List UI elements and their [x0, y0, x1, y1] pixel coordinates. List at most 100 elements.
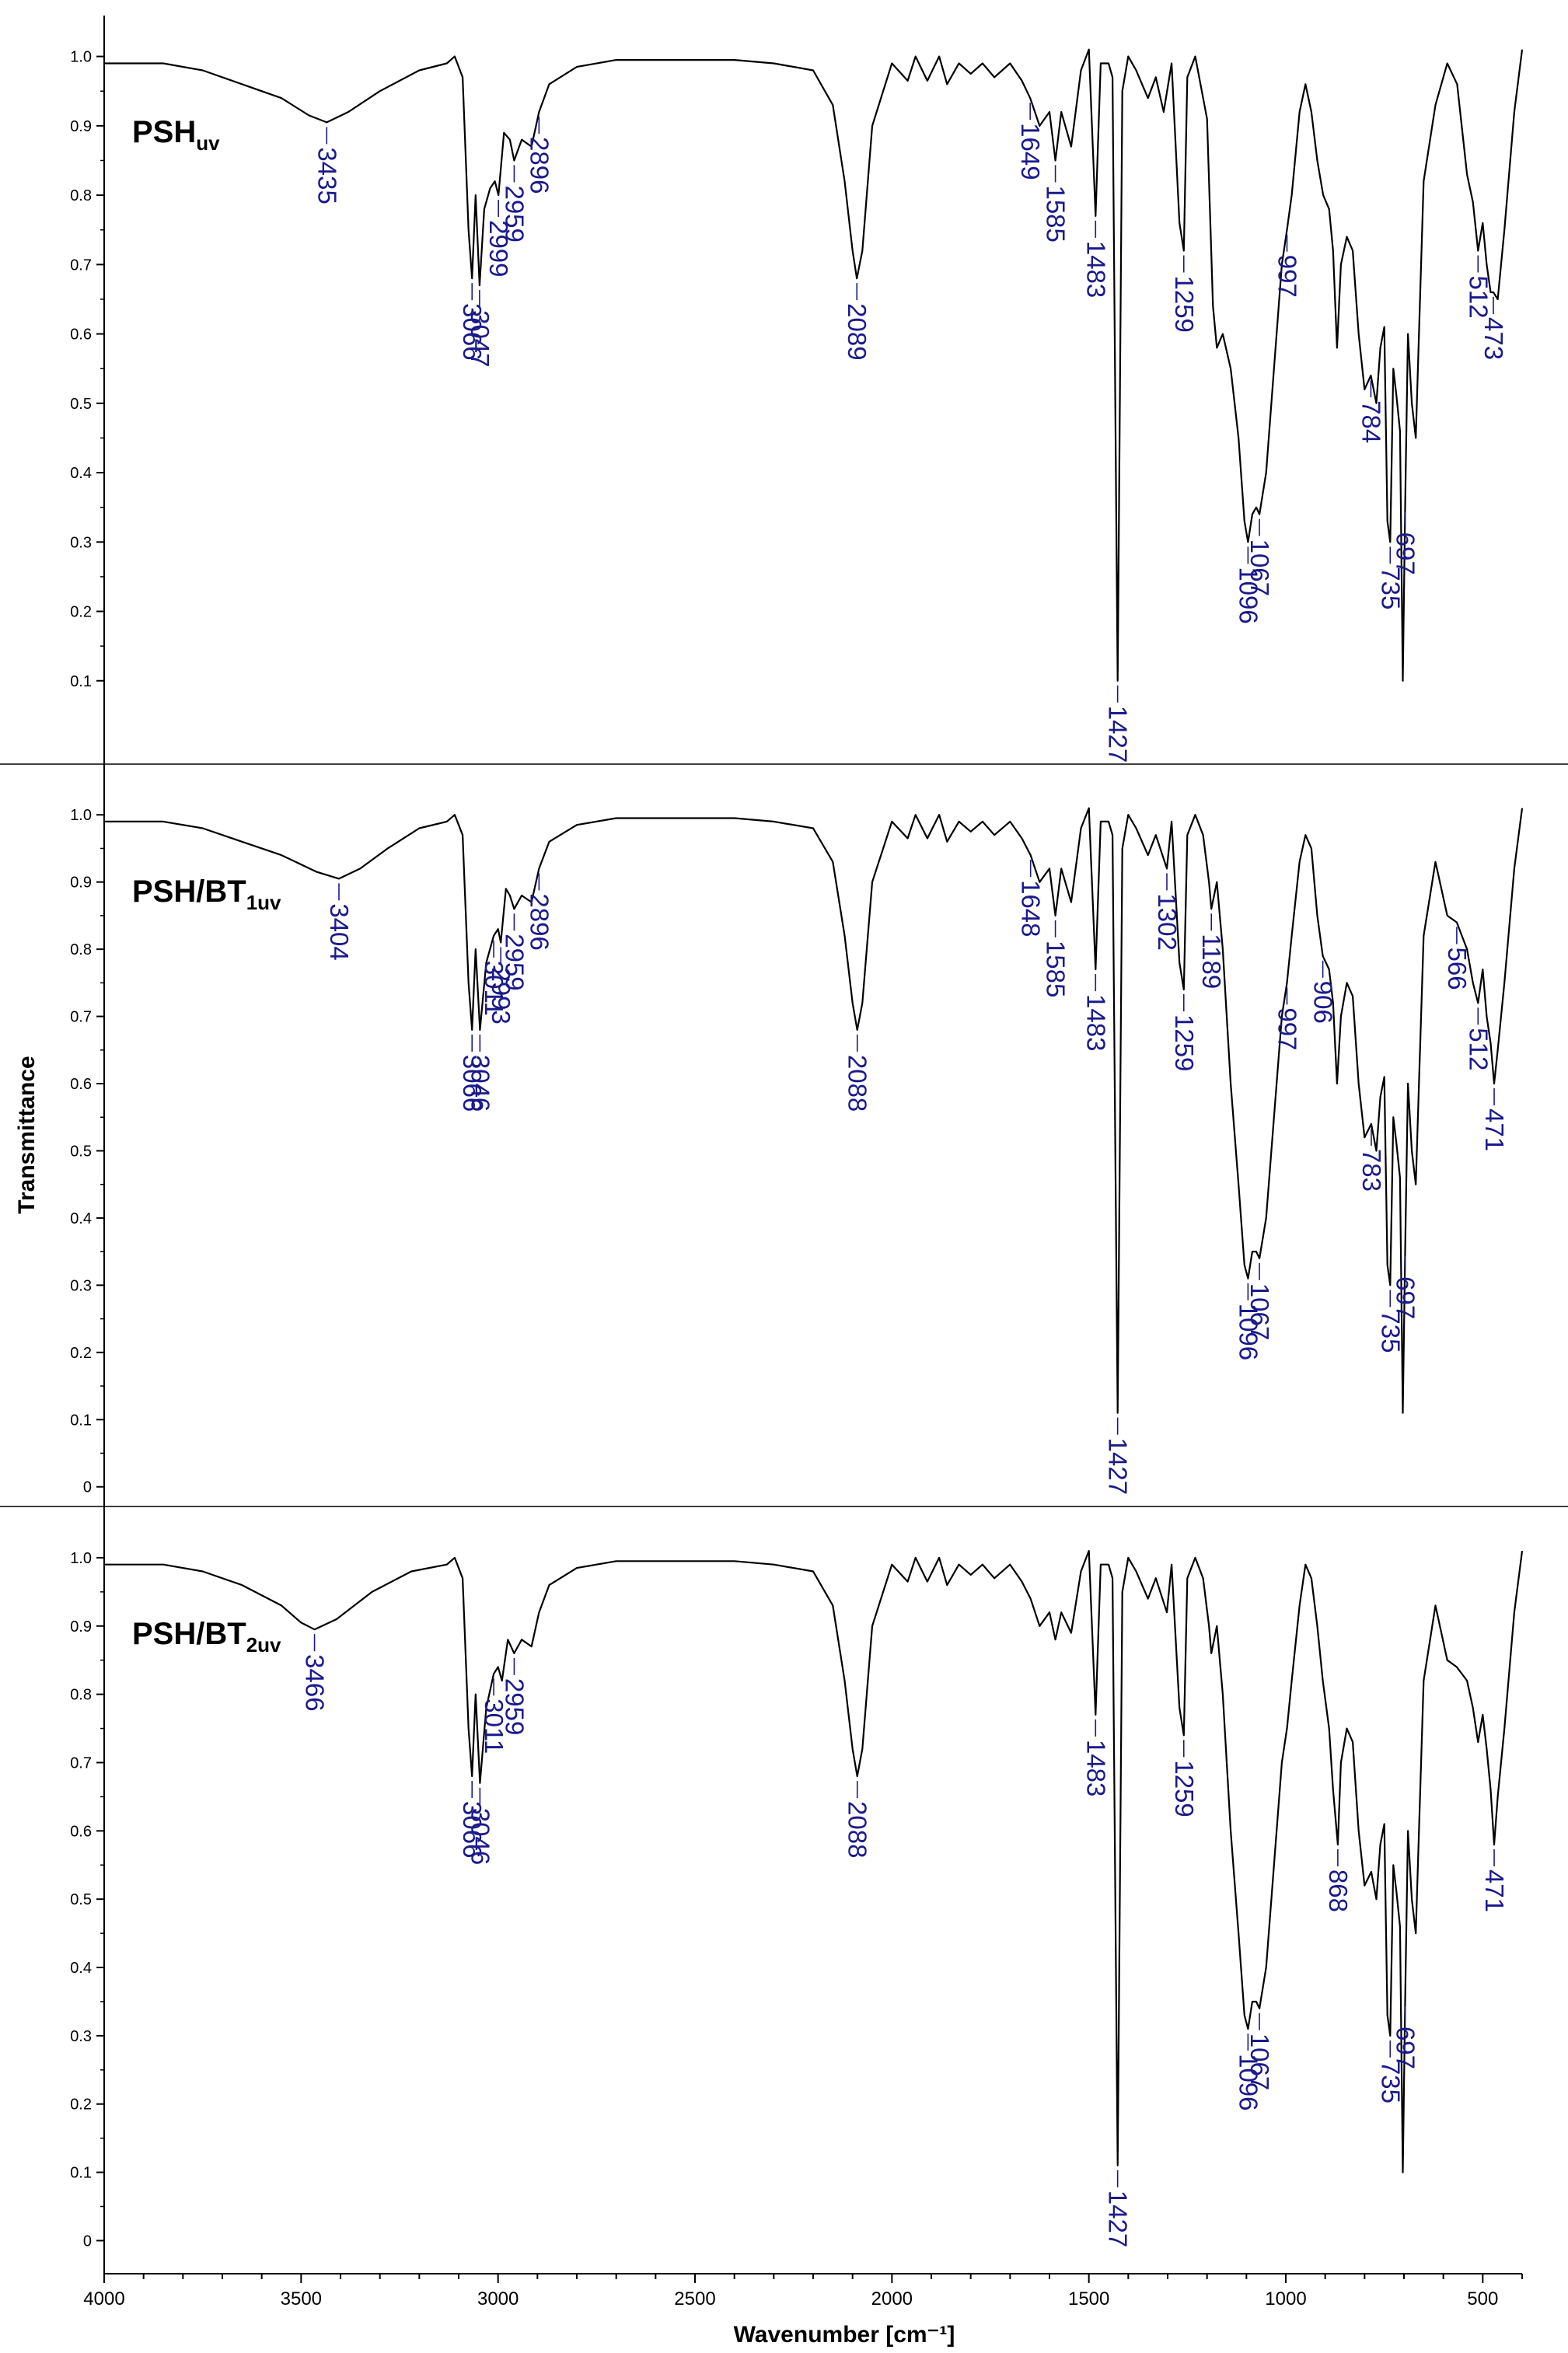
y-tick-label: 0.5	[70, 396, 92, 413]
y-tick-label: 0.8	[70, 941, 92, 958]
peak-label: 3011	[480, 961, 508, 1016]
y-tick-label: 0.1	[70, 673, 92, 690]
peak-label: 1096	[1234, 567, 1262, 623]
x-tick-label: 2000	[871, 2288, 913, 2309]
y-tick-label: 0.4	[70, 465, 92, 482]
x-tick-label: 2500	[674, 2288, 715, 2309]
y-tick-label: 0.6	[70, 1076, 92, 1093]
peak-label: 1427	[1104, 1438, 1133, 1495]
x-tick-label: 1000	[1265, 2288, 1306, 2309]
y-tick-label: 0.9	[70, 1618, 92, 1636]
panel-label: PSH/BT2uv	[132, 1617, 281, 1657]
peak-label: 1585	[1042, 185, 1070, 242]
x-tick-label: 3000	[477, 2288, 519, 2309]
y-tick-label: 1.0	[70, 49, 92, 66]
peak-label: 735	[1376, 2061, 1405, 2103]
spectrum-line	[104, 1550, 1524, 2173]
peak-label: 1189	[1197, 934, 1226, 989]
peak-label: 1649	[1016, 123, 1045, 180]
peak-label: 697	[1392, 1276, 1420, 1319]
peak-label: 1259	[1170, 275, 1199, 332]
peak-label: 997	[1273, 1007, 1302, 1050]
peak-label: 2959	[500, 934, 529, 990]
x-axis-title: Wavenumber [cm⁻¹]	[734, 2322, 955, 2348]
y-tick-label: 0.2	[70, 604, 92, 621]
peak-label: 697	[1392, 2027, 1420, 2069]
peak-label: 1067	[1245, 1283, 1274, 1340]
y-tick-label: 0.9	[70, 875, 92, 892]
peak-label: 1427	[1104, 706, 1133, 763]
x-tick-label: 500	[1467, 2288, 1498, 2309]
y-tick-label: 0.3	[70, 2028, 92, 2045]
peak-label: 906	[1309, 981, 1338, 1024]
y-tick-label: 1.0	[70, 807, 92, 824]
peak-label: 2089	[843, 303, 871, 360]
peak-label: 1067	[1245, 539, 1274, 596]
peak-label: 784	[1357, 400, 1385, 443]
peak-label: 1483	[1081, 1740, 1110, 1796]
peak-label: 3466	[301, 1654, 330, 1711]
peak-label: 512	[1464, 275, 1493, 318]
peak-label: 3046	[466, 1055, 494, 1112]
peak-label: 1259	[1170, 1760, 1199, 1817]
y-tick-label: 0.7	[70, 257, 92, 274]
peak-label: 2959	[500, 1678, 529, 1735]
y-tick-label: 0.2	[70, 1345, 92, 1362]
x-tick-label: 4000	[83, 2288, 124, 2309]
y-tick-label: 0.1	[70, 1412, 92, 1429]
peak-label: 697	[1392, 532, 1420, 575]
peak-label: 3047	[466, 310, 494, 367]
peak-label: 3011	[480, 1698, 508, 1754]
y-tick-label: 0.8	[70, 1687, 92, 1704]
y-tick-label: 1.0	[70, 1550, 92, 1567]
panel-label: PSHuv	[132, 115, 220, 155]
peak-label: 2896	[525, 893, 554, 950]
peak-label: 1483	[1081, 241, 1110, 298]
peak-label: 1427	[1104, 2191, 1133, 2247]
peak-label: 471	[1480, 1869, 1509, 1912]
peak-label: 2999	[484, 220, 513, 277]
peak-label: 1259	[1170, 1014, 1199, 1071]
y-tick-label: 0.7	[70, 1754, 92, 1772]
peak-label: 3066	[458, 303, 487, 360]
y-axis-title: Transmittance	[14, 1056, 40, 1213]
peak-label: 735	[1376, 1310, 1405, 1353]
peak-label: 1096	[1234, 2054, 1262, 2110]
spectrum-line	[104, 48, 1524, 682]
y-tick-label: 0.7	[70, 1009, 92, 1026]
y-tick-label: 0.5	[70, 1143, 92, 1160]
peak-label: 3404	[325, 903, 354, 960]
x-tick-label: 1500	[1068, 2288, 1109, 2309]
peak-label: 2993	[487, 967, 515, 1024]
peak-label: 566	[1443, 948, 1472, 990]
peak-label: 3046	[466, 1808, 494, 1865]
y-tick-label: 0.1	[70, 2165, 92, 2182]
y-tick-label: 0	[83, 2233, 92, 2250]
peak-label: 1585	[1042, 941, 1070, 997]
x-tick-label: 3500	[281, 2288, 322, 2309]
y-tick-label: 0.6	[70, 326, 92, 344]
peak-label: 2959	[500, 185, 529, 242]
peak-label: 512	[1464, 1028, 1493, 1070]
panel-label: PSH/BT1uv	[132, 875, 281, 914]
peak-label: 471	[1480, 1108, 1509, 1151]
peak-label: 1096	[1234, 1304, 1262, 1360]
y-tick-label: 0.9	[70, 118, 92, 135]
peak-label: 3435	[313, 147, 341, 204]
peak-label: 868	[1324, 1869, 1353, 1912]
y-tick-label: 0.2	[70, 2096, 92, 2114]
peak-label: 3066	[458, 1055, 487, 1112]
y-tick-label: 0	[83, 1479, 92, 1496]
y-tick-label: 0.5	[70, 1891, 92, 1908]
peak-label: 2088	[843, 1055, 872, 1112]
y-tick-label: 0.6	[70, 1823, 92, 1840]
spectrum-panel-1: 0.1 0.2 0.3 0.4 0.5 0.6 0.7 0.8 0.9 1.0 3435 306630…	[70, 48, 1524, 763]
peak-label: 783	[1357, 1149, 1386, 1192]
spectrum-panel-3: 00.10.20.30.40.50.60.70.80.91.0346630663…	[0, 1506, 1568, 2250]
peak-label: 3066	[458, 1801, 487, 1858]
y-tick-label: 0.3	[70, 1277, 92, 1294]
peak-label: 1483	[1081, 994, 1110, 1051]
peak-label: 2088	[843, 1801, 872, 1858]
